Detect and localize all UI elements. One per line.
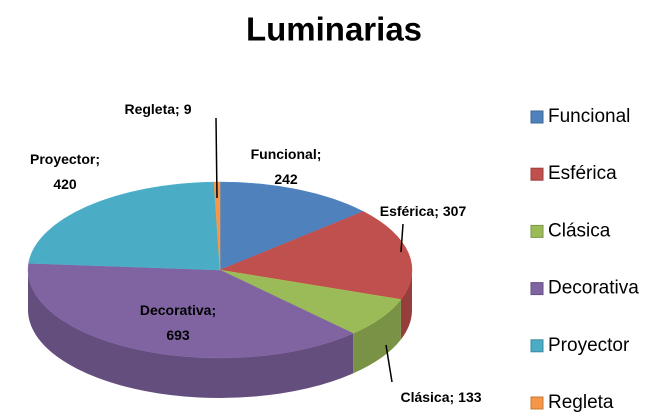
label-value: 242 xyxy=(274,171,298,187)
pie-side xyxy=(353,299,401,374)
chart-title: Luminarias xyxy=(246,11,422,48)
label-value: 693 xyxy=(166,327,190,343)
data-label: Funcional; 242 xyxy=(251,146,322,187)
data-label: Esférica; 307 xyxy=(380,203,467,219)
data-label: Proyector; 420 xyxy=(30,151,100,192)
pie-slice xyxy=(219,211,413,300)
leader-line xyxy=(215,117,218,199)
legend-swatch xyxy=(530,282,544,296)
pie-side xyxy=(28,270,354,398)
legend-label: Proyector xyxy=(548,335,630,356)
leader-line xyxy=(400,223,404,253)
legend-swatch xyxy=(530,339,544,353)
data-label: Decorativa; 693 xyxy=(140,302,216,343)
legend-swatch xyxy=(530,224,544,238)
legend-swatch xyxy=(530,167,544,181)
label-category: Decorativa xyxy=(140,302,212,318)
pie-slice xyxy=(27,263,354,359)
legend-label: Clásica xyxy=(548,220,611,241)
legend-swatch xyxy=(530,396,544,410)
label-separator: ; xyxy=(211,302,216,318)
label-separator: ; xyxy=(434,203,439,219)
leader-line xyxy=(385,344,393,383)
legend-label: Decorativa xyxy=(548,278,639,299)
pie-slice xyxy=(219,181,364,271)
label-category: Proyector xyxy=(30,151,96,167)
pie-side xyxy=(400,270,412,340)
legend-label: Funcional xyxy=(548,106,630,127)
data-label: Clásica; 133 xyxy=(400,389,481,405)
label-value: 307 xyxy=(443,203,467,219)
legend-label: Regleta xyxy=(548,392,614,413)
label-separator: ; xyxy=(450,389,455,405)
label-category: Esférica xyxy=(380,203,435,219)
legend-label: Esférica xyxy=(548,163,617,184)
label-separator: ; xyxy=(95,151,100,167)
label-separator: ; xyxy=(175,101,180,117)
label-separator: ; xyxy=(317,146,322,162)
label-category: Clásica xyxy=(400,389,449,405)
pie-slice xyxy=(28,181,221,271)
label-category: Regleta xyxy=(124,101,175,117)
label-value: 9 xyxy=(184,101,192,117)
label-category: Funcional xyxy=(251,146,317,162)
legend-swatch xyxy=(530,110,544,124)
data-label: Regleta; 9 xyxy=(124,101,191,117)
label-value: 133 xyxy=(458,389,482,405)
label-value: 420 xyxy=(53,176,77,192)
